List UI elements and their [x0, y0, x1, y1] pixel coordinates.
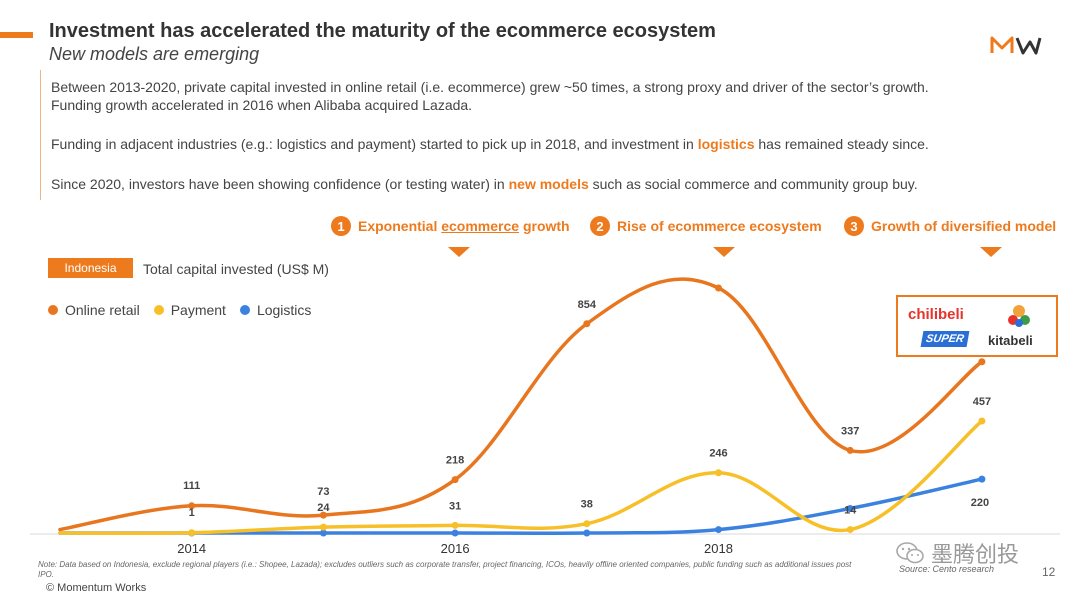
data-point-logistics-2019: [846, 505, 854, 512]
data-point-online-retail-2020: [978, 358, 986, 366]
data-label-online-retail-2016: 218: [446, 455, 464, 467]
phase-1-link: ecommerce: [441, 218, 520, 234]
data-point-payment-2018: [715, 469, 722, 477]
footnote: Note: Data based on Indonesia, exclude r…: [38, 560, 852, 579]
legend-payment-label: Payment: [170, 302, 226, 318]
data-point-payment-2016: [451, 521, 459, 529]
new-model-brands-box: chilibeli SUPER kitabeli: [896, 295, 1058, 357]
legend-online-retail: Online retail: [48, 302, 140, 318]
data-label-payment-2018: 246: [709, 448, 727, 460]
data-point-payment-2019: [846, 526, 854, 534]
wechat-icon: [896, 542, 924, 564]
summary-text-block: Between 2013-2020, private capital inves…: [40, 70, 1040, 200]
page-title: Investment has accelerated the maturity …: [49, 20, 716, 42]
phase-1-text: Exponential ecommerce growth: [358, 218, 570, 234]
data-point-online-retail-2019: [846, 446, 854, 454]
chart-legend: Online retail Payment Logistics: [48, 302, 325, 318]
data-point-online-retail-2015: [319, 511, 327, 519]
x-tick-label-2016: 2016: [441, 541, 470, 556]
data-point-online-retail-2017: [583, 320, 591, 328]
phase-3-text: Growth of diversified model: [871, 218, 1057, 234]
data-label-payment-2019: 14: [844, 505, 857, 517]
phase-1-label: 1 Exponential ecommerce growth: [331, 216, 570, 236]
paragraph-2: Funding in adjacent industries (e.g.: lo…: [51, 135, 929, 153]
investment-line-chart: 2014201620181117321885433769912431382461…: [30, 277, 1060, 556]
phase-3-arrow-icon: [980, 247, 1002, 257]
momentum-works-logo-icon: [990, 36, 1042, 55]
data-point-logistics-2020: [978, 475, 986, 483]
watermark-text: 墨腾创投: [931, 542, 1020, 567]
phase-2-text: Rise of ecommerce ecosystem: [617, 218, 822, 234]
x-tick-label-2014: 2014: [177, 541, 206, 556]
data-label-logistics-2020: 220: [971, 497, 989, 509]
legend-logistics-label: Logistics: [256, 302, 312, 318]
data-label-payment-2015: 24: [317, 502, 330, 514]
data-point-payment-2020: [978, 417, 986, 425]
data-point-logistics-2015: [319, 529, 327, 537]
paragraph-1-line-1: Between 2013-2020, private capital inves…: [51, 79, 929, 95]
legend-payment-dot-icon: [153, 305, 164, 315]
legend-online-retail-label: Online retail: [65, 302, 140, 318]
data-label-online-retail-2014: 111: [183, 480, 200, 492]
legend-logistics: Logistics: [239, 302, 312, 318]
title-accent-bar: [0, 32, 33, 38]
legend-online-retail-dot-icon: [48, 305, 58, 315]
phase-1-prefix: Exponential: [358, 218, 442, 234]
page-number: 12: [1042, 565, 1056, 579]
phase-3-number-icon: 3: [844, 216, 864, 236]
phase-2-number-icon: 2: [590, 216, 610, 236]
paragraph-3: Since 2020, investors have been showing …: [51, 175, 918, 193]
highlight-new-models: new models: [508, 176, 589, 192]
phase-1-suffix: growth: [519, 218, 570, 234]
kitabeli-logo: kitabeli: [988, 333, 1033, 348]
paragraph-1: Between 2013-2020, private capital inves…: [51, 78, 929, 114]
paragraph-3-text-end: such as social commerce and community gr…: [588, 176, 918, 192]
data-label-online-retail-2017: 854: [578, 299, 597, 311]
phase-1-arrow-icon: [448, 247, 470, 257]
kitabeli-mascot-icon: [1008, 305, 1030, 327]
paragraph-1-line-2: Funding growth accelerated in 2016 when …: [51, 97, 473, 113]
paragraph-3-text: Since 2020, investors have been showing …: [51, 176, 509, 192]
data-point-payment-2014: [188, 529, 196, 537]
data-point-payment-2017: [583, 520, 591, 528]
data-point-logistics-2017: [583, 529, 591, 537]
copyright: © Momentum Works: [46, 582, 147, 594]
super-logo: SUPER: [920, 331, 970, 347]
source-note: Source: Cento research: [899, 564, 995, 574]
page-subtitle: New models are emerging: [49, 44, 260, 64]
series-line-online-retail: [58, 277, 984, 532]
x-tick-label-2018: 2018: [704, 541, 733, 556]
chilibeli-logo: chilibeli: [908, 306, 964, 323]
country-badge: Indonesia: [48, 258, 133, 278]
paragraph-2-text-end: has remained steady since.: [754, 136, 929, 152]
wechat-watermark: 墨腾创投: [895, 537, 1019, 569]
highlight-logistics: logistics: [697, 136, 755, 152]
data-label-payment-2016: 31: [449, 500, 461, 512]
phase-2-label: 2 Rise of ecommerce ecosystem: [590, 216, 822, 236]
data-point-logistics-2016: [451, 529, 459, 537]
data-point-payment-2015: [319, 523, 327, 531]
data-label-online-retail-2015: 73: [317, 486, 329, 498]
phase-1-number-icon: 1: [331, 216, 351, 236]
data-label-online-retail-2019: 337: [841, 425, 859, 437]
legend-payment: Payment: [153, 302, 226, 318]
data-point-logistics-2018: [715, 526, 722, 534]
data-label-payment-2017: 38: [581, 499, 593, 511]
data-point-online-retail-2018: [715, 284, 722, 292]
phase-2-arrow-icon: [713, 247, 735, 257]
data-label-payment-2014: 1: [189, 507, 195, 519]
phase-3-label: 3 Growth of diversified model: [844, 216, 1056, 236]
chart-title: Total capital invested (US$ M): [143, 261, 329, 277]
data-label-payment-2020: 457: [973, 396, 991, 408]
legend-logistics-dot-icon: [239, 305, 250, 315]
data-point-online-retail-2016: [451, 476, 459, 484]
paragraph-2-text: Funding in adjacent industries (e.g.: lo…: [51, 136, 698, 152]
data-point-online-retail-2014: [188, 502, 196, 510]
